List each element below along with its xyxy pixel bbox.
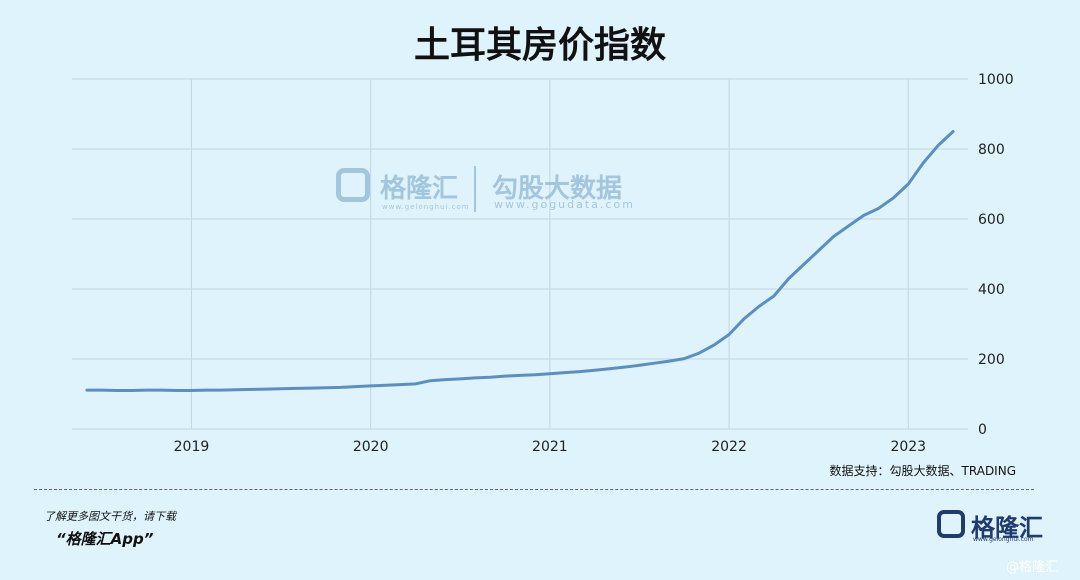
chart-title: 土耳其房价指数	[413, 25, 666, 66]
y-tick-label: 200	[978, 352, 1005, 368]
brand-url: www.gelonghui.com	[973, 536, 1034, 543]
x-tick-label: 2019	[174, 439, 210, 455]
brand-name: 格隆汇	[971, 514, 1043, 542]
y-tick-label: 400	[978, 282, 1005, 298]
x-tick-label: 2023	[890, 439, 926, 455]
corner-watermark: @格隆汇	[1006, 560, 1059, 575]
watermark-url-2: www.gogudata.com	[494, 198, 635, 211]
data-source: 数据支持：勾股大数据、TRADING	[829, 464, 1016, 478]
brand-logo-icon	[937, 510, 965, 538]
y-tick-label: 1000	[978, 72, 1014, 88]
x-tick-label: 2020	[353, 439, 389, 455]
y-tick-label: 600	[978, 212, 1005, 228]
watermark-divider	[474, 166, 476, 212]
promo-app-name: “格隆汇App”	[56, 530, 154, 548]
x-tick-label: 2021	[532, 439, 568, 455]
promo-text: 了解更多图文干货，请下载	[44, 510, 176, 523]
x-tick-label: 2022	[711, 439, 747, 455]
watermark-name: 格隆汇	[380, 174, 459, 204]
watermark-logo-icon	[336, 168, 370, 202]
divider	[34, 489, 1034, 490]
watermark-name-2: 勾股大数据	[492, 174, 623, 204]
y-tick-label: 800	[978, 142, 1005, 158]
y-tick-label: 0	[978, 422, 987, 438]
series-line	[85, 130, 955, 392]
watermark-url: www.gelonghui.com	[382, 203, 470, 211]
